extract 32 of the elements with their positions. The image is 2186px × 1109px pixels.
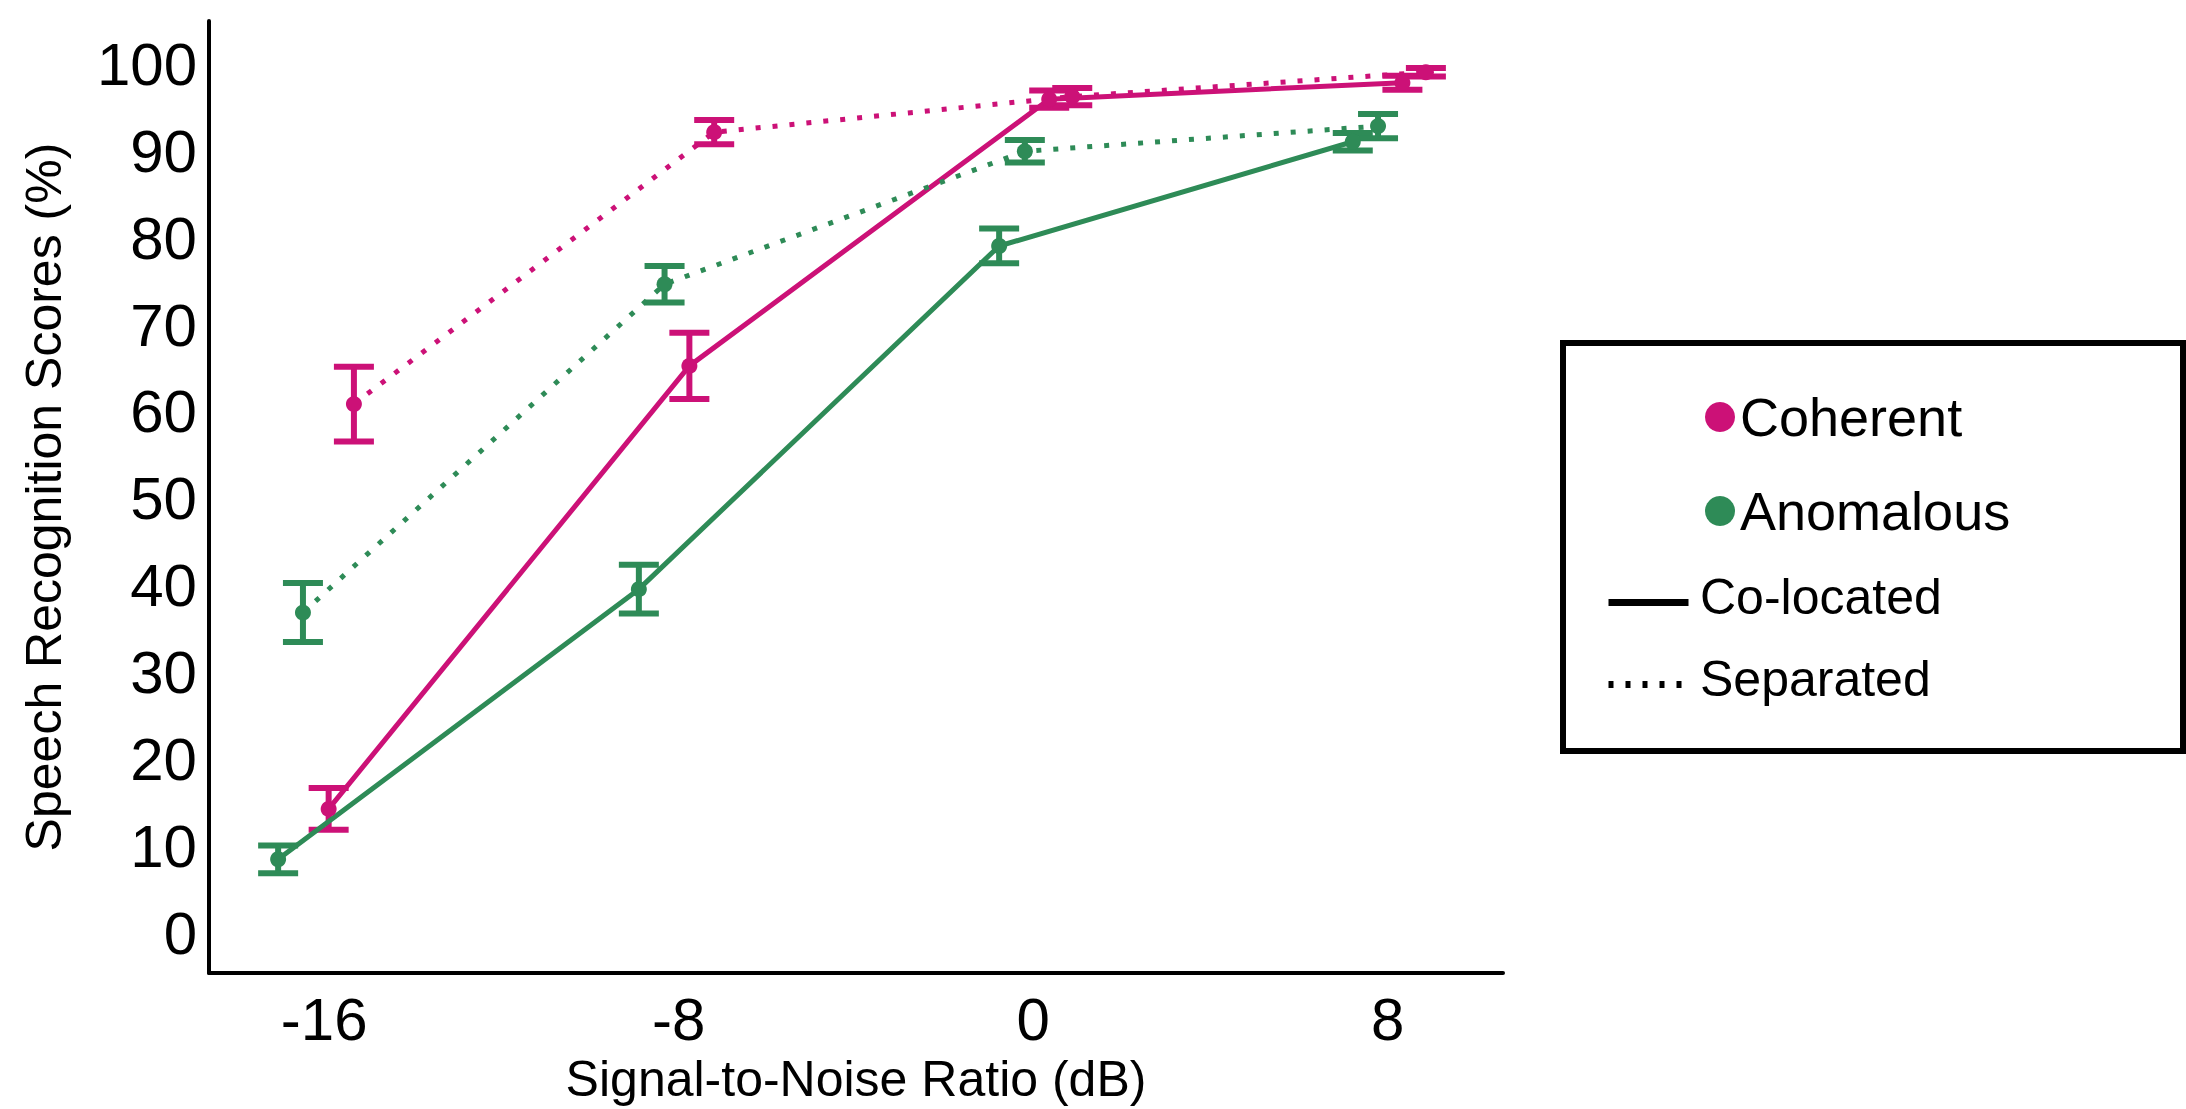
x-axis-title: Signal-to-Noise Ratio (dB) — [565, 1051, 1147, 1107]
legend-label: Coherent — [1740, 387, 1963, 447]
y-tick-label: 0 — [163, 899, 197, 967]
point — [630, 581, 647, 598]
text: Co-located — [1700, 569, 1942, 625]
y-tick-label: 80 — [130, 204, 197, 272]
point — [294, 604, 311, 621]
point — [345, 396, 362, 413]
y-tick-label: 20 — [130, 725, 197, 793]
y-tick-label: 40 — [130, 552, 197, 620]
y-tick-label: 60 — [130, 378, 197, 446]
point — [1370, 118, 1387, 135]
y-tick-label: 10 — [130, 812, 197, 880]
point — [991, 238, 1008, 254]
point — [320, 800, 337, 817]
x-tick-label: 8 — [1371, 985, 1405, 1053]
y-tick-label: 50 — [130, 465, 197, 533]
x-tick-label: 0 — [1016, 985, 1050, 1053]
y-axis-title: Speech Recognition Scores (%) — [16, 142, 72, 852]
point — [270, 851, 287, 868]
y-tick-label: 30 — [130, 639, 197, 707]
x-tick-label: -8 — [652, 985, 706, 1053]
legend-label: Anomalous — [1740, 481, 2011, 541]
point — [681, 357, 698, 374]
point — [706, 124, 723, 141]
point — [656, 276, 673, 293]
y-tick-label: 70 — [130, 291, 197, 359]
point — [1016, 143, 1033, 160]
y-tick-label: 100 — [96, 30, 197, 98]
y-tick-label: 90 — [130, 117, 197, 185]
x-tick-label: -16 — [280, 985, 368, 1053]
text: Separated — [1700, 651, 1931, 707]
